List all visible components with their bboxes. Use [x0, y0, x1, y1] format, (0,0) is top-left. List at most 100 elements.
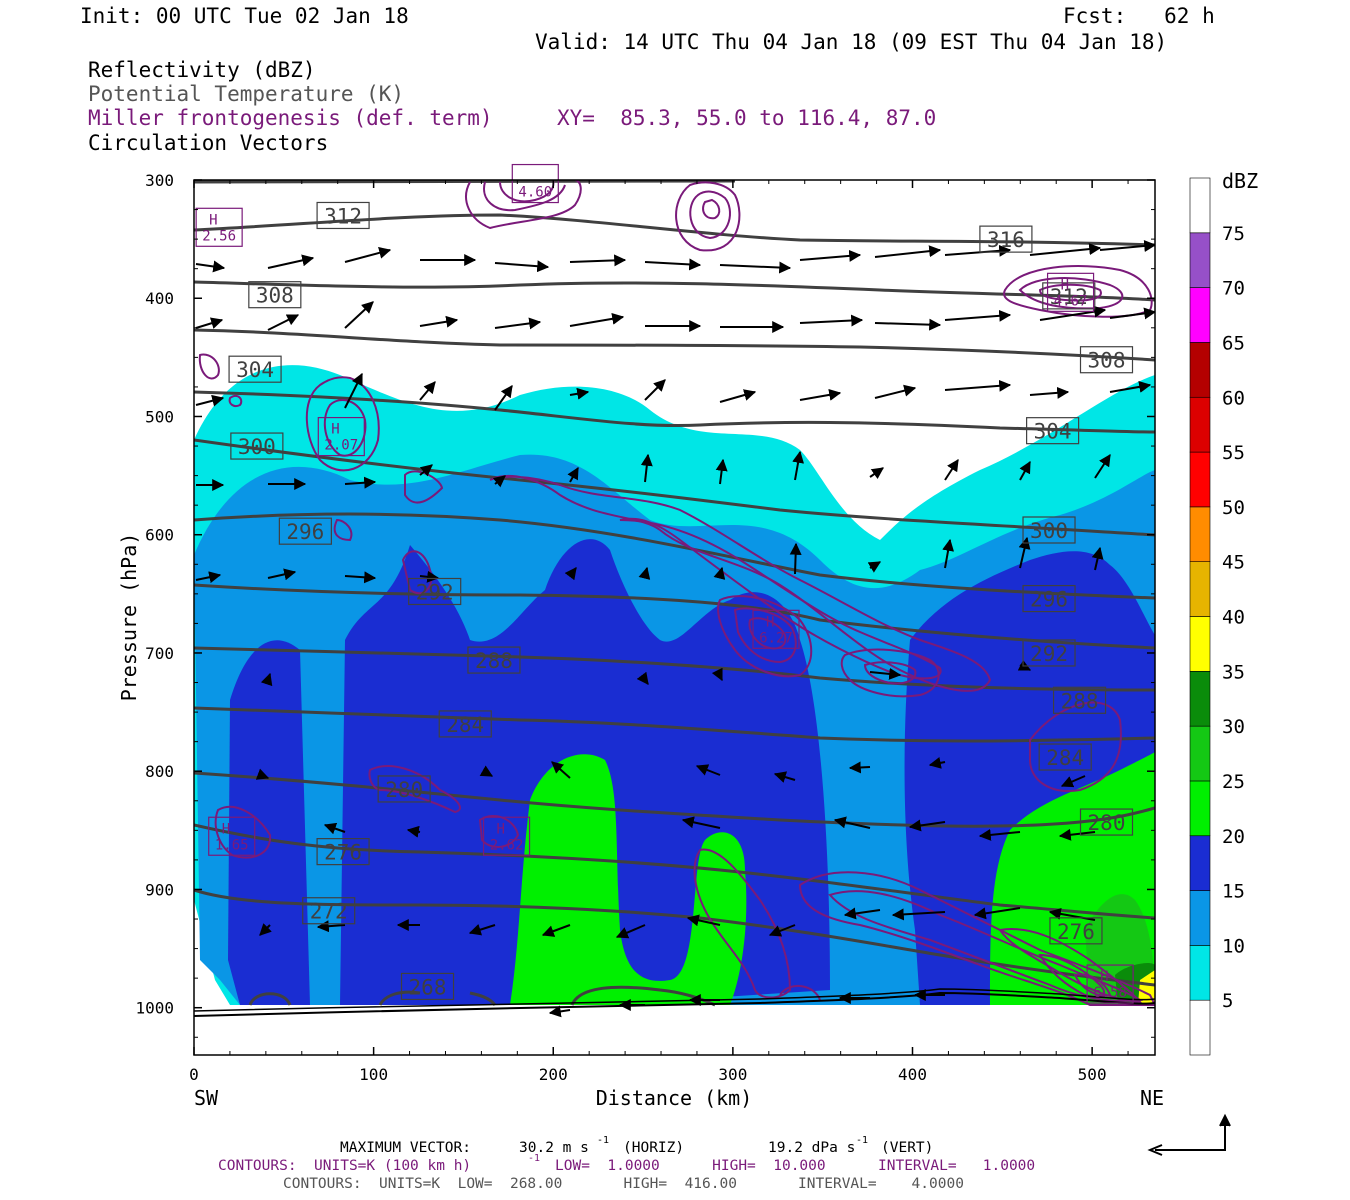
y-axis-label: Pressure (hPa)	[117, 533, 141, 702]
theta-label: 280	[1088, 811, 1126, 835]
max-vector-horiz: 30.2 m s	[519, 1140, 589, 1156]
fronto-high-marker: H	[331, 422, 339, 438]
field-reflectivity: Reflectivity (dBZ)	[88, 58, 316, 82]
fronto-max-value: 6.27	[759, 630, 793, 646]
theta-label-box	[316, 838, 370, 866]
fronto-max-box	[195, 207, 243, 247]
colorbar-level: 60	[1222, 387, 1245, 409]
colorbar-swatch	[1189, 999, 1211, 1056]
colorbar-level: 40	[1222, 607, 1245, 629]
colorbar-swatch	[1189, 945, 1211, 1001]
init-time: Init: 00 UTC Tue 02 Jan 18	[80, 4, 409, 28]
colorbar-swatch	[1189, 780, 1211, 837]
theta-label: 276	[324, 841, 362, 865]
theta-label: 304	[236, 358, 274, 382]
fronto-high-marker: H	[1100, 969, 1108, 985]
theta-label: 272	[310, 900, 348, 924]
theta-label: 312	[1050, 285, 1088, 309]
colorbar: 5 10 15 20 25 30 35 40 45 50 55 60 65 70 75	[1189, 177, 1245, 1056]
colorbar-swatch	[1189, 671, 1211, 727]
colorbar-title: dBZ	[1222, 169, 1258, 193]
field-vectors: Circulation Vectors	[88, 131, 329, 155]
field-frontogenesis: Miller frontogenesis (def. term)	[88, 106, 493, 130]
theta-label-box	[278, 517, 332, 545]
theta-label-box	[248, 281, 302, 309]
theta-label-box	[230, 432, 284, 460]
x-tick-label: 500	[1078, 1065, 1107, 1084]
colorbar-swatch	[1189, 232, 1211, 288]
fronto-high-marker: H	[1061, 277, 1069, 293]
plot-frame	[193, 179, 1156, 1056]
colorbar-swatch	[1189, 451, 1211, 508]
colorbar-level: 30	[1222, 716, 1245, 738]
x-tick-label: 200	[539, 1065, 568, 1084]
fronto-max-value: 4.67	[1054, 293, 1088, 309]
horiz-tag: (HORIZ)	[623, 1140, 685, 1156]
reflectivity-fill	[194, 365, 1155, 1006]
colorbar-level: 50	[1222, 497, 1245, 519]
theta-label: 300	[1030, 519, 1068, 543]
colorbar-level: 75	[1222, 223, 1245, 245]
contours-superscript: -1	[528, 1153, 541, 1164]
fronto-max-value: 2.07	[324, 438, 358, 454]
y-axis: 300 400 500 600 700 800 900 1000	[135, 171, 1155, 1038]
theta-label: 288	[1061, 689, 1099, 713]
contours-frontogenesis: CONTOURS: UNITS=K (100 km h)	[218, 1158, 472, 1174]
theta-label-box	[1079, 808, 1134, 836]
y-tick-label: 400	[145, 289, 174, 308]
y-tick-label: 1000	[135, 999, 174, 1018]
theta-label-box	[1026, 417, 1080, 445]
theta-label: 292	[416, 580, 454, 604]
theta-label-box	[316, 201, 370, 230]
colorbar-level: 70	[1222, 278, 1245, 300]
fronto-max-box	[317, 416, 365, 457]
contours-theta: CONTOURS: UNITS=K LOW= 268.00 HIGH= 416.…	[283, 1176, 964, 1192]
y-tick-label: 500	[145, 407, 174, 426]
theta-label: 296	[1030, 588, 1068, 612]
theta-label-box	[400, 972, 455, 1001]
theta-label: 316	[987, 228, 1025, 252]
theta-label-box	[1022, 639, 1076, 667]
theta-label-box	[302, 897, 356, 925]
theta-label-box	[1052, 686, 1107, 714]
theta-label-box	[438, 710, 492, 738]
frontogenesis-contours	[198, 180, 1155, 1006]
terrain-line	[193, 991, 1156, 1017]
x-axis: 0 100 200 300 400 500	[189, 180, 1129, 1084]
theta-label-box	[467, 646, 521, 674]
theta-label: 308	[256, 284, 294, 308]
fronto-max-value: 2.56	[202, 228, 236, 244]
colorbar-swatch	[1189, 506, 1211, 562]
theta-label: 280	[385, 778, 423, 802]
sw-label: SW	[194, 1086, 219, 1110]
theta-label-box	[979, 225, 1033, 253]
theta-label: 296	[286, 520, 324, 544]
colorbar-swatch	[1189, 396, 1211, 453]
colorbar-level: 45	[1222, 552, 1245, 574]
colorbar-level: 55	[1222, 442, 1245, 464]
forecast-hour: Fcst: 62 h	[1063, 4, 1215, 28]
fronto-high-marker: H	[222, 821, 230, 837]
theta-label-box	[1049, 917, 1103, 945]
theta-label-box	[1022, 584, 1076, 613]
theta-label: 304	[1034, 420, 1072, 444]
colorbar-swatch	[1189, 616, 1211, 672]
theta-label-box	[1079, 346, 1134, 374]
ne-label: NE	[1140, 1086, 1164, 1110]
fronto-high-marker: H	[766, 614, 774, 630]
fronto-max-value: 4.60	[518, 185, 552, 201]
fronto-max-box	[1086, 964, 1134, 1004]
theta-label-box	[1042, 282, 1096, 310]
theta-label: 300	[238, 435, 276, 459]
y-tick-label: 700	[145, 644, 174, 663]
theta-label: 312	[324, 204, 362, 228]
fronto-max-box	[1046, 272, 1095, 312]
colorbar-swatch	[1189, 287, 1211, 343]
x-tick-label: 300	[718, 1065, 747, 1084]
theta-label: 288	[475, 649, 513, 673]
x-tick-label: 0	[189, 1065, 199, 1084]
theta-label-box	[377, 775, 431, 803]
horiz-superscript: -1	[597, 1135, 610, 1146]
x-tick-label: 400	[898, 1065, 927, 1084]
